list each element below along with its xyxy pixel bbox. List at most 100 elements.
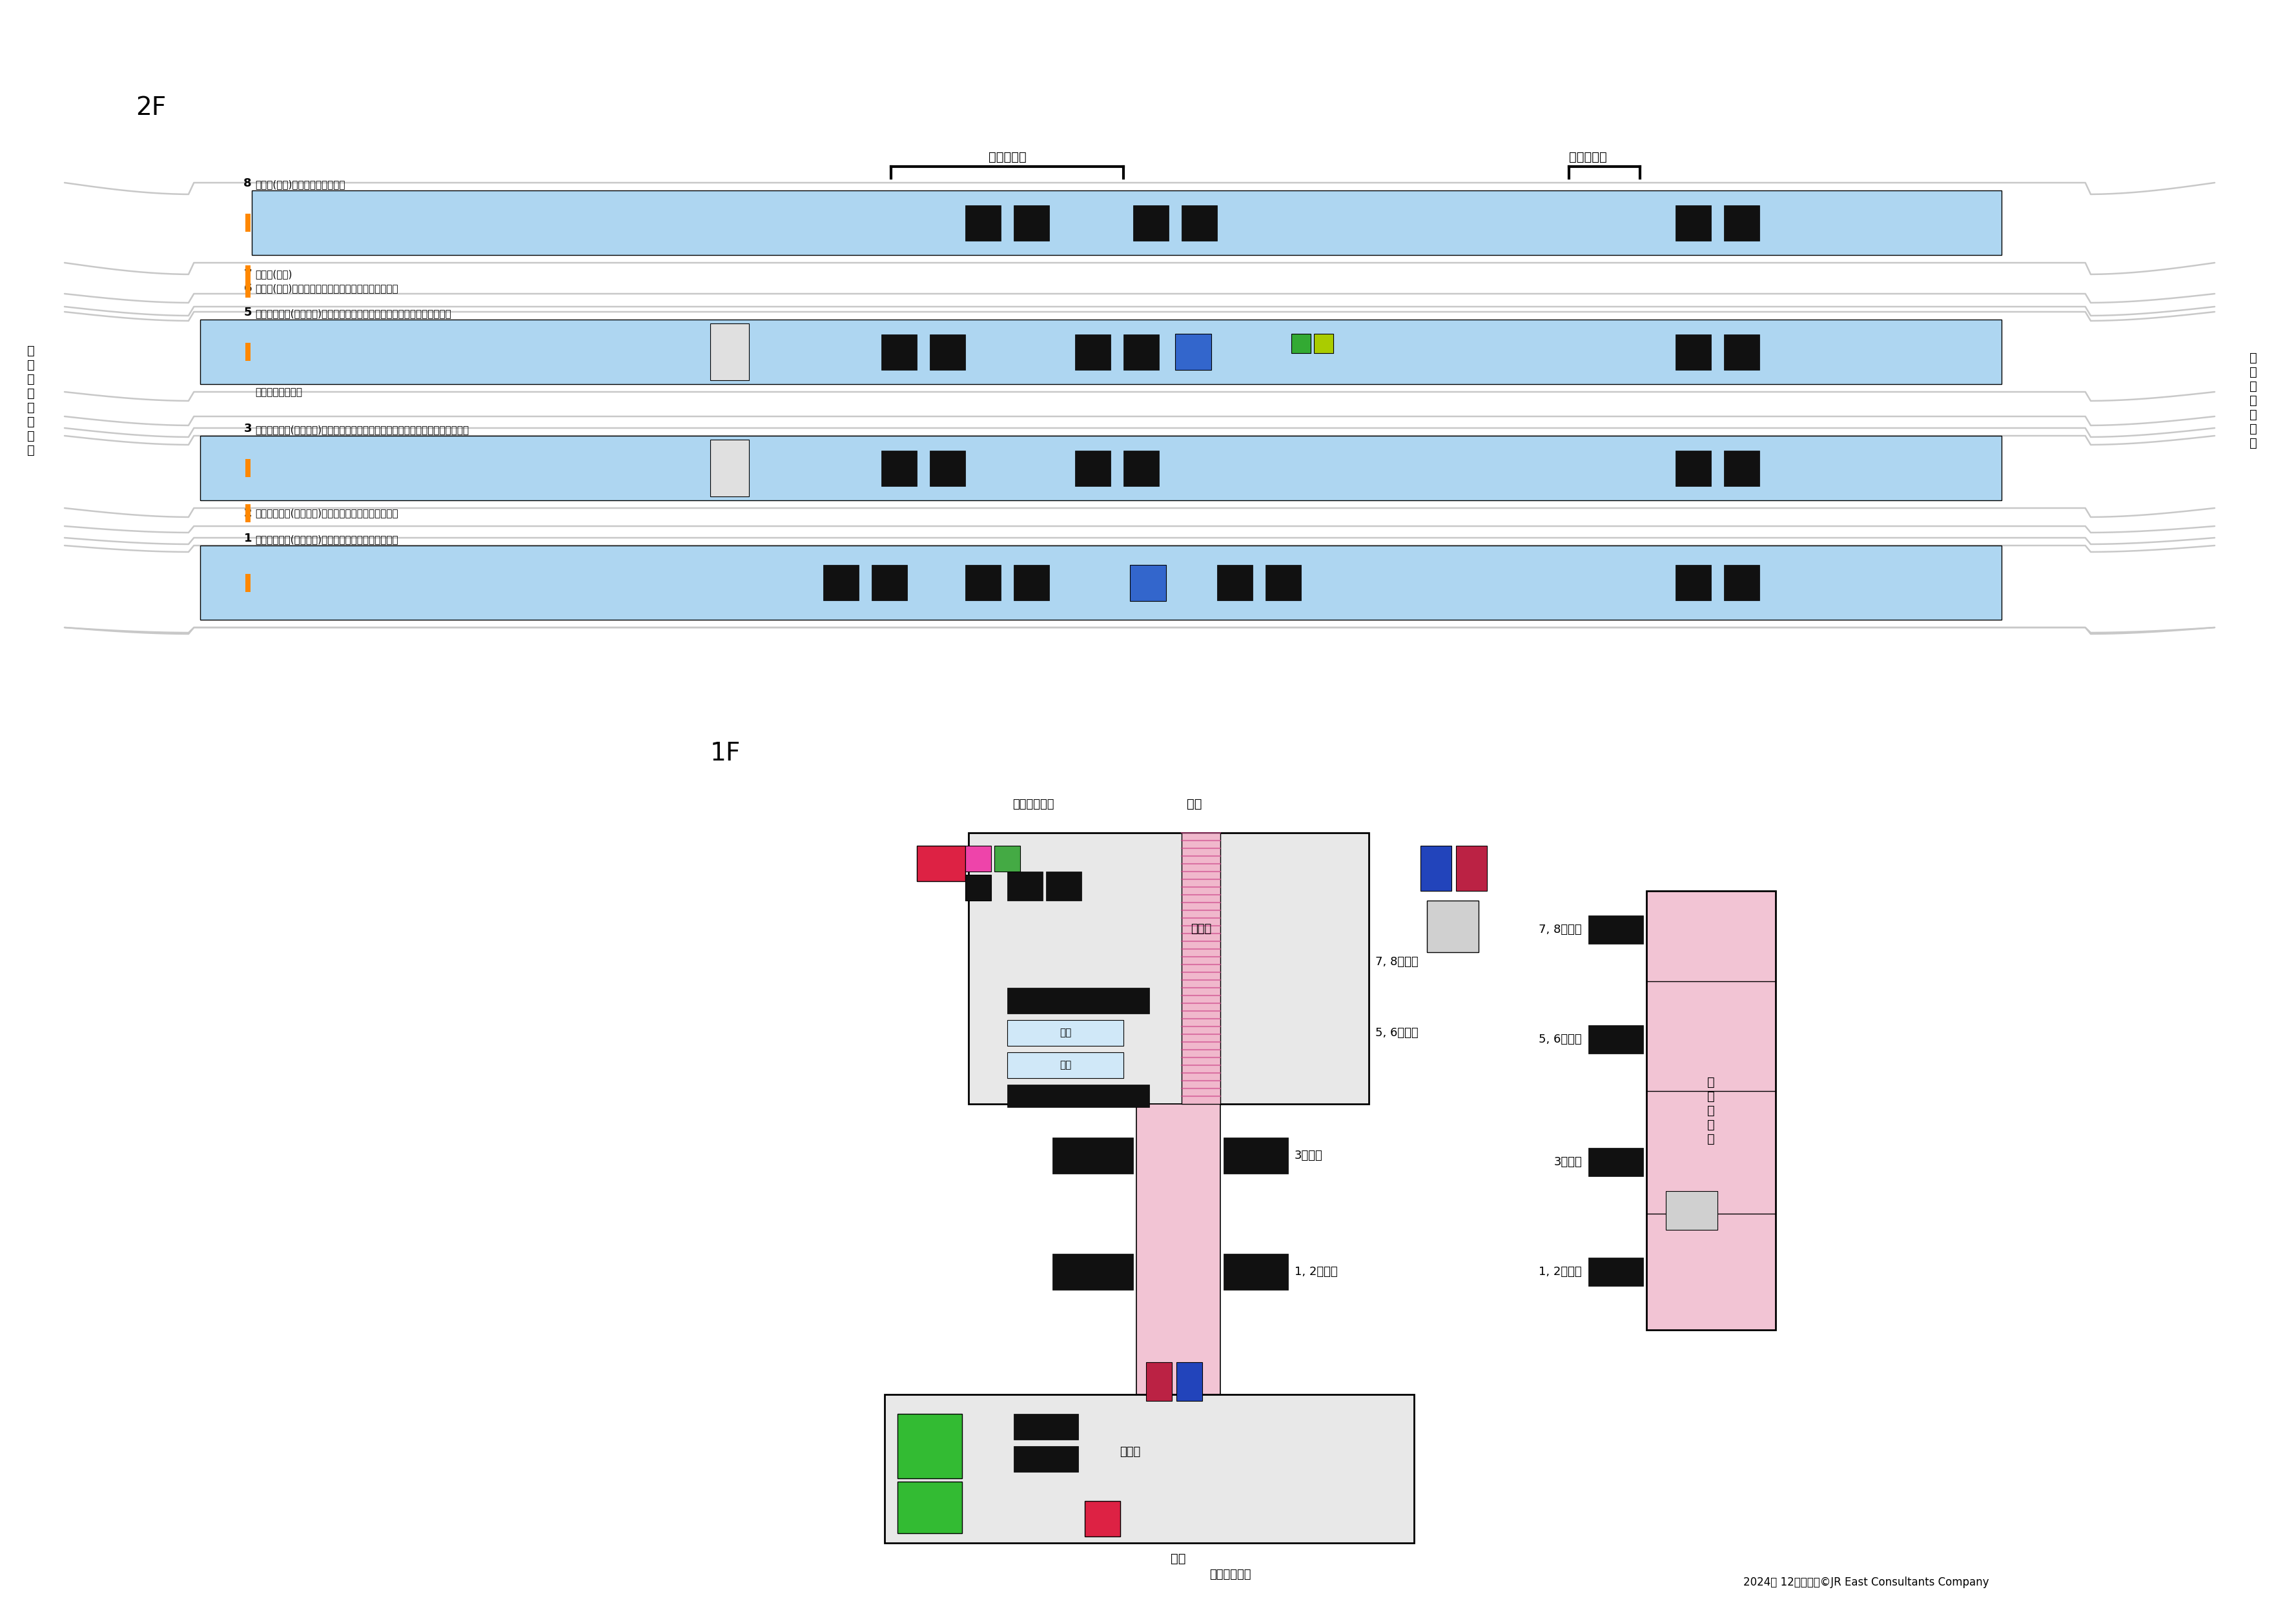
Bar xyxy=(1265,565,1302,601)
Bar xyxy=(200,435,2002,500)
Bar xyxy=(872,565,907,601)
Text: 中央・総武線(各駅停車)（東中野・新宿・千葉方面）: 中央・総武線(各駅停車)（東中野・新宿・千葉方面） xyxy=(255,508,397,518)
Text: 5, 6番線へ: 5, 6番線へ xyxy=(1375,1027,1419,1039)
Bar xyxy=(969,833,1368,1104)
Bar xyxy=(898,1414,962,1479)
Bar xyxy=(1426,901,1479,953)
Text: 2F: 2F xyxy=(135,96,165,120)
Bar xyxy=(200,545,2002,620)
Bar xyxy=(1589,1026,1644,1053)
Bar xyxy=(884,1394,1414,1543)
Bar xyxy=(1052,1253,1134,1290)
Bar xyxy=(1008,1084,1150,1107)
Bar xyxy=(1146,1362,1171,1401)
Bar xyxy=(964,565,1001,601)
Text: 8: 8 xyxy=(243,177,253,190)
Bar xyxy=(964,204,1001,240)
Text: 7, 8番線へ: 7, 8番線へ xyxy=(1538,923,1582,935)
Text: 中央・総武線(各駅停車)（高円寺・荻窪・三鷹方面）: 中央・総武線(各駅停車)（高円寺・荻窪・三鷹方面） xyxy=(255,534,397,544)
Bar xyxy=(246,573,250,592)
Bar xyxy=(1015,565,1049,601)
Bar xyxy=(1130,565,1166,601)
Text: 1, 2番線へ: 1, 2番線へ xyxy=(1538,1266,1582,1277)
Bar xyxy=(1646,891,1775,1329)
Bar xyxy=(709,323,748,380)
Text: 三
鷹
・
八
王
子
方
面: 三 鷹 ・ 八 王 子 方 面 xyxy=(28,344,34,456)
Text: 店舗: 店舗 xyxy=(1058,1027,1072,1037)
Text: 5, 6番線へ: 5, 6番線へ xyxy=(1538,1034,1582,1045)
Bar xyxy=(1667,1191,1717,1230)
Bar xyxy=(1075,450,1111,485)
Text: 7, 8番線へ: 7, 8番線へ xyxy=(1375,956,1419,967)
Text: 精算所: 精算所 xyxy=(1120,1446,1141,1457)
Bar xyxy=(1123,450,1159,485)
Bar xyxy=(1676,450,1711,485)
Bar xyxy=(930,334,964,370)
Text: 中央・総武線(各駅停車)（東中野・新宿・千葉・東京メトロ東西線方面）: 中央・総武線(各駅停車)（東中野・新宿・千葉・東京メトロ東西線方面） xyxy=(255,308,450,318)
Bar xyxy=(253,190,2002,255)
Bar xyxy=(882,450,916,485)
Bar xyxy=(916,846,964,881)
Text: 店舗: 店舗 xyxy=(1058,1060,1072,1070)
Bar xyxy=(1176,334,1212,370)
Text: 南口: 南口 xyxy=(1171,1553,1187,1565)
Text: 2024年 12月現在　©JR East Consultants Company: 2024年 12月現在 ©JR East Consultants Company xyxy=(1743,1576,1988,1589)
Bar xyxy=(1137,1104,1219,1394)
Bar xyxy=(1015,1446,1079,1472)
Bar xyxy=(246,265,250,284)
Text: 3番線へ: 3番線へ xyxy=(1295,1149,1322,1162)
Bar xyxy=(1724,450,1759,485)
Text: 北口・南口: 北口・南口 xyxy=(987,151,1026,164)
Bar xyxy=(1217,565,1254,601)
Text: 1F: 1F xyxy=(709,742,742,766)
Text: きっぷうりば: きっぷうりば xyxy=(1210,1569,1251,1581)
Bar xyxy=(1313,334,1334,354)
Text: 乗
換
え
通
路: 乗 換 え 通 路 xyxy=(1708,1076,1715,1144)
Bar xyxy=(200,320,2002,385)
Bar xyxy=(824,565,859,601)
Bar xyxy=(1008,872,1042,901)
Text: 5: 5 xyxy=(243,307,253,318)
Bar xyxy=(1724,204,1759,240)
Bar xyxy=(994,846,1019,872)
Bar xyxy=(1015,1414,1079,1440)
Text: 中央線(快速): 中央線(快速) xyxy=(255,269,292,279)
Text: 1: 1 xyxy=(243,532,253,544)
Bar xyxy=(964,875,992,901)
Bar xyxy=(1123,334,1159,370)
Text: 6: 6 xyxy=(243,282,253,294)
Text: 東京メトロ東西線: 東京メトロ東西線 xyxy=(255,388,303,398)
Bar xyxy=(246,342,250,360)
Bar xyxy=(246,505,250,523)
Bar xyxy=(1084,1501,1120,1537)
Bar xyxy=(1134,204,1169,240)
Text: 中央線(快速)（武蔵小金井・立川・高尾・大月方面）: 中央線(快速)（武蔵小金井・立川・高尾・大月方面） xyxy=(255,284,397,294)
Bar xyxy=(1075,334,1111,370)
Bar xyxy=(1015,204,1049,240)
Bar xyxy=(1047,872,1081,901)
Bar xyxy=(1724,334,1759,370)
Bar xyxy=(930,450,964,485)
Bar xyxy=(709,440,748,497)
Text: ATM: ATM xyxy=(1091,1514,1114,1522)
Text: 北口: 北口 xyxy=(1187,799,1203,810)
Bar xyxy=(1421,846,1451,891)
Text: きっぷうりば: きっぷうりば xyxy=(1013,799,1054,810)
Bar xyxy=(1052,1138,1134,1173)
Bar xyxy=(246,279,250,297)
Bar xyxy=(1008,988,1150,1014)
Text: 7: 7 xyxy=(243,268,253,281)
Text: 中央線(快速)（新宿・東京方面）: 中央線(快速)（新宿・東京方面） xyxy=(255,180,344,190)
Bar xyxy=(1589,1258,1644,1285)
Bar xyxy=(964,846,992,872)
Text: 1, 2番線へ: 1, 2番線へ xyxy=(1295,1266,1339,1277)
Bar xyxy=(1724,565,1759,601)
Bar xyxy=(246,214,250,232)
Text: 乗換え通路: 乗換え通路 xyxy=(1568,151,1607,164)
Bar xyxy=(1008,1019,1123,1045)
Bar xyxy=(1182,833,1219,1104)
Bar xyxy=(1182,204,1217,240)
Text: 3番線へ: 3番線へ xyxy=(1554,1156,1582,1169)
Bar xyxy=(1008,1052,1123,1078)
Bar xyxy=(1589,915,1644,945)
